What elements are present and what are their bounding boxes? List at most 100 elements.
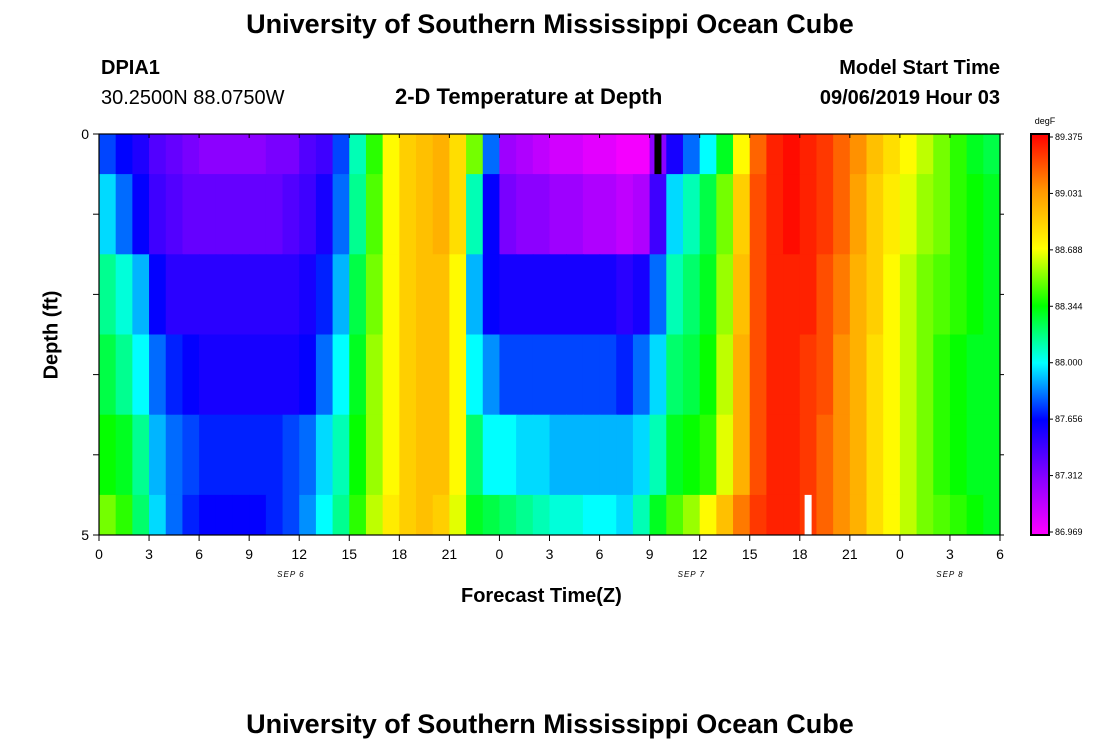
station-id: DPIA1 <box>101 57 160 79</box>
heat-cell <box>349 334 367 416</box>
heat-cell <box>699 414 717 496</box>
heat-cell <box>983 494 1001 536</box>
heat-cell <box>849 174 868 255</box>
y-tick-label: 5 <box>81 527 89 543</box>
date-label: SEP 6 <box>277 570 304 579</box>
heat-cell <box>165 134 184 175</box>
heat-cell <box>182 254 200 335</box>
heat-cell <box>249 174 267 255</box>
heat-cell <box>449 334 467 416</box>
heat-cell <box>149 174 167 255</box>
heat-cell <box>265 414 284 496</box>
heat-cell <box>833 174 851 255</box>
heat-cell <box>733 494 751 536</box>
heat-cell <box>299 414 317 496</box>
heat-cell <box>365 414 384 496</box>
heat-cell <box>916 494 934 536</box>
heat-cell <box>265 134 284 175</box>
footer-title: University of Southern Mississippi Ocean… <box>246 709 854 739</box>
heat-cell <box>382 134 400 175</box>
heat-cell <box>382 494 400 536</box>
heat-cell <box>933 254 951 335</box>
heat-cell <box>616 254 634 335</box>
heat-cell <box>949 494 968 536</box>
heat-cell <box>866 174 884 255</box>
heat-cell <box>966 174 984 255</box>
heat-cell <box>849 414 868 496</box>
heat-cell <box>833 134 851 175</box>
heat-cell <box>249 334 267 416</box>
heat-cell <box>132 494 150 536</box>
heat-cell <box>199 494 217 536</box>
heat-cell <box>649 254 667 335</box>
heat-cell <box>299 494 317 536</box>
heat-cell <box>282 134 300 175</box>
heat-cell <box>149 334 167 416</box>
x-tick-label: 15 <box>742 546 758 562</box>
heat-cell <box>165 254 184 335</box>
heat-cell <box>899 334 918 416</box>
heat-cell <box>933 494 951 536</box>
heat-cell <box>699 134 717 175</box>
heat-cell <box>866 254 884 335</box>
heat-cell <box>432 494 450 536</box>
heat-cell <box>766 134 784 175</box>
heat-cell <box>933 134 951 175</box>
heat-cell <box>466 174 484 255</box>
x-tick-label: 12 <box>291 546 307 562</box>
heat-cell <box>249 494 267 536</box>
heat-cell <box>632 174 651 255</box>
heat-cell <box>149 414 167 496</box>
y-tick-label: 0 <box>81 126 89 142</box>
heat-cell <box>749 254 768 335</box>
date-label: SEP 7 <box>678 570 705 579</box>
heat-cell <box>699 334 717 416</box>
heat-cell <box>182 494 200 536</box>
heat-cell <box>716 414 734 496</box>
heat-cell <box>716 494 734 536</box>
heat-cell <box>632 254 651 335</box>
heat-cell <box>282 494 300 536</box>
heat-cell <box>632 414 651 496</box>
heat-cell <box>966 254 984 335</box>
heat-cell <box>783 414 801 496</box>
chart-title: 2-D Temperature at Depth <box>395 84 663 109</box>
heat-cell <box>232 134 250 175</box>
heat-cell <box>682 134 701 175</box>
heat-cell <box>816 494 834 536</box>
heat-cell <box>549 414 567 496</box>
heat-cell <box>866 494 884 536</box>
heatmap-cells <box>99 134 1001 536</box>
colorbar: degF 89.375 89.031 88.688 88.344 88.000 87.65… <box>1030 116 1083 537</box>
heat-cell <box>749 134 768 175</box>
heat-cell <box>599 134 617 175</box>
heat-cell <box>549 174 567 255</box>
heat-cell <box>566 254 584 335</box>
heat-cell <box>182 174 200 255</box>
heat-cell <box>482 134 501 175</box>
heat-cell <box>666 174 684 255</box>
heat-cell <box>349 134 367 175</box>
heat-cell <box>833 254 851 335</box>
heat-cell <box>599 174 617 255</box>
heat-cell <box>516 254 534 335</box>
heat-cell <box>816 174 834 255</box>
heat-cell <box>416 334 434 416</box>
heat-cell <box>449 494 467 536</box>
colorbar-label: 89.375 <box>1055 132 1083 142</box>
heat-cell <box>649 334 667 416</box>
heat-cell <box>516 134 534 175</box>
heat-cell <box>532 414 551 496</box>
heat-cell <box>849 494 868 536</box>
heat-cell <box>632 334 651 416</box>
x-tick-label: 6 <box>596 546 604 562</box>
heat-cell <box>132 334 150 416</box>
heat-cell <box>966 414 984 496</box>
heat-cell <box>165 174 184 255</box>
heat-cell <box>549 494 567 536</box>
heat-cell <box>115 494 133 536</box>
heat-cell <box>816 254 834 335</box>
heat-cell <box>766 254 784 335</box>
heat-cell <box>899 494 918 536</box>
heat-cell <box>966 334 984 416</box>
